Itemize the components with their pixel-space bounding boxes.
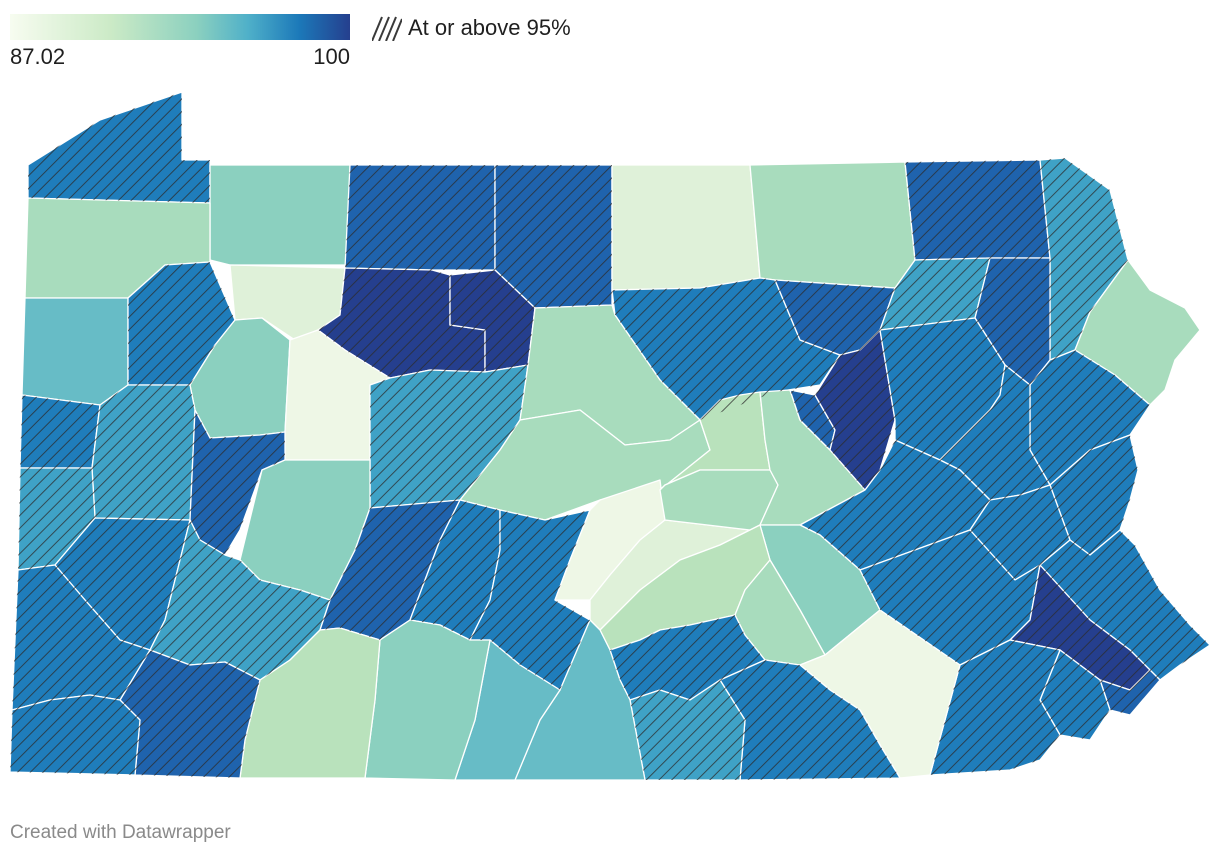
legend-min-label: 87.02 [10,44,66,69]
county-bradford[interactable] [749,161,916,289]
legend-max-label: 100 [313,44,350,69]
hatch-overlay [10,92,1210,780]
county-warren[interactable] [209,164,351,266]
county-tioga[interactable] [611,164,761,291]
hatch-pattern-icon [372,16,402,41]
color-scale-bar [10,14,350,40]
county-snyder[interactable] [659,469,779,531]
pennsylvania-county-map [9,91,1211,781]
pattern-legend-label: At or above 95% [408,15,571,40]
pattern-legend: At or above 95% [372,13,571,43]
county-mercer[interactable] [21,297,129,406]
datawrapper-credit[interactable]: Created with Datawrapper [10,822,231,843]
color-legend: 87.02 100 [10,14,355,74]
